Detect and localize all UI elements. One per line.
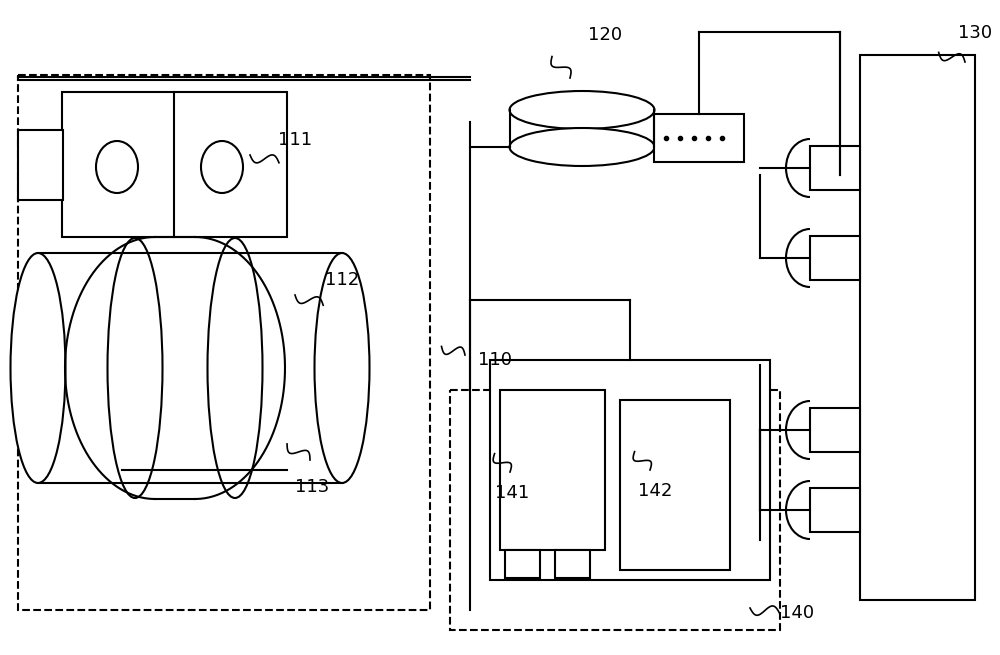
Ellipse shape bbox=[510, 128, 654, 166]
Bar bbox=[62, 92, 287, 237]
Text: 111: 111 bbox=[278, 131, 312, 149]
Text: 110: 110 bbox=[478, 351, 512, 369]
Ellipse shape bbox=[201, 141, 243, 193]
Bar bbox=[500, 390, 605, 550]
Bar bbox=[555, 550, 590, 578]
Text: 142: 142 bbox=[638, 482, 672, 500]
Bar bbox=[810, 236, 860, 280]
Bar bbox=[810, 488, 860, 532]
Text: 130: 130 bbox=[958, 24, 992, 42]
Text: 141: 141 bbox=[495, 484, 529, 502]
Ellipse shape bbox=[108, 238, 162, 498]
Bar bbox=[654, 114, 744, 162]
Bar bbox=[18, 75, 430, 610]
Text: 140: 140 bbox=[780, 604, 814, 622]
Bar bbox=[505, 550, 540, 578]
Bar bbox=[860, 55, 975, 600]
Text: 112: 112 bbox=[325, 271, 359, 289]
Bar bbox=[490, 360, 770, 580]
Text: 120: 120 bbox=[588, 26, 622, 44]
Bar bbox=[450, 390, 780, 630]
Text: 113: 113 bbox=[295, 478, 329, 496]
Bar bbox=[810, 408, 860, 452]
Bar bbox=[810, 146, 860, 190]
Bar bbox=[18, 130, 63, 200]
Ellipse shape bbox=[208, 238, 262, 498]
Ellipse shape bbox=[10, 253, 66, 483]
Ellipse shape bbox=[510, 91, 654, 129]
Bar bbox=[620, 400, 730, 570]
Ellipse shape bbox=[96, 141, 138, 193]
Ellipse shape bbox=[314, 253, 370, 483]
